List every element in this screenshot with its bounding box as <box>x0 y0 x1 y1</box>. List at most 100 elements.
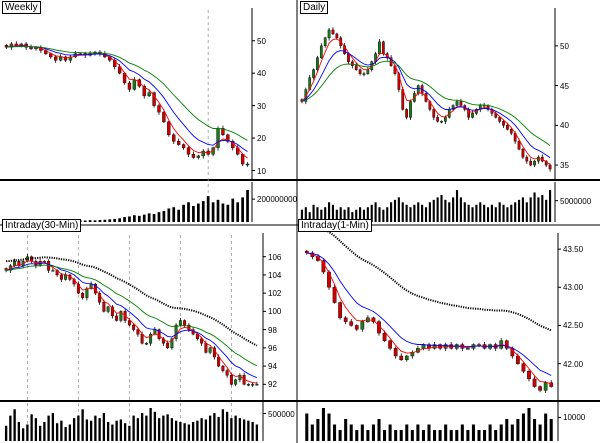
intraday1-candle <box>527 371 531 380</box>
daily-candle <box>416 85 420 94</box>
daily-volume-bar <box>525 202 528 222</box>
weekly-volume-bar <box>88 220 92 222</box>
daily-volume-bar <box>393 199 397 222</box>
intraday30-volume-bar <box>179 421 182 441</box>
weekly-volume-bar <box>221 203 225 222</box>
intraday30-volume-bar <box>94 415 97 441</box>
daily-volume-bar <box>510 204 513 222</box>
intraday30-volume-bar <box>136 418 140 441</box>
weekly-ma-short-line <box>6 44 248 159</box>
intraday30-candle <box>110 306 114 317</box>
daily-volume-bar <box>405 204 408 222</box>
daily-volume-bar <box>471 207 474 222</box>
intraday30-volume-bar <box>196 420 199 441</box>
intraday30-volume-bar <box>251 421 254 441</box>
weekly-volume-bar <box>98 220 102 222</box>
intraday30-volume-bar <box>51 413 55 441</box>
daily-volume-bar <box>502 204 505 222</box>
weekly-price-tick-label: 20 <box>257 134 266 144</box>
weekly-candle <box>226 134 230 142</box>
intraday1-candle <box>404 355 409 361</box>
weekly-volume-bar <box>157 212 161 222</box>
intraday1-candle <box>304 250 309 254</box>
daily-volume-bar <box>541 194 544 222</box>
weekly-volume-bar <box>246 190 249 222</box>
intraday1-volume-bar <box>371 424 375 441</box>
daily-volume-tick-label: 5000000 <box>560 196 592 206</box>
daily-volume-bar <box>339 207 342 222</box>
weekly-volume-bar <box>241 197 244 222</box>
weekly-volume-bar <box>93 220 97 222</box>
intraday30-price-tick-label: 106 <box>268 252 282 262</box>
intraday30-volume-bar <box>149 408 152 441</box>
weekly-volume-bar <box>103 219 107 222</box>
daily-candle <box>451 105 455 110</box>
intraday30-volume-bar <box>242 419 246 441</box>
intraday30-volume-bar <box>21 428 25 441</box>
intraday30-volume-bar <box>247 420 250 441</box>
intraday1-volume-bar <box>310 424 314 441</box>
weekly-volume-bar <box>231 198 235 222</box>
weekly-candle <box>113 59 117 67</box>
intraday30-volume-bar <box>200 418 203 441</box>
intraday30-ma-dotted-line <box>6 256 258 347</box>
weekly-volume-bar <box>133 215 136 222</box>
intraday30-candle <box>170 338 174 349</box>
daily-volume-bar <box>521 197 524 222</box>
intraday30-candle <box>115 315 119 321</box>
intraday30-volume-tick-label: 500000 <box>268 409 295 419</box>
weekly-volume-bar <box>162 210 166 222</box>
intraday30-candle <box>127 320 131 326</box>
intraday30-volume-bar <box>157 418 161 441</box>
intraday1-volume-bar <box>505 419 509 441</box>
intraday1-volume-bar <box>410 430 414 441</box>
daily-title: Daily <box>300 1 329 14</box>
weekly-price-tick-label: 50 <box>257 36 266 46</box>
intraday30-candle <box>246 384 250 386</box>
intraday30-volume-bar <box>72 418 76 441</box>
intraday30-volume-bar <box>238 418 242 441</box>
intraday30-volume-bar <box>166 414 169 441</box>
weekly-volume-bar <box>177 209 181 222</box>
intraday30-candle <box>234 379 238 385</box>
daily-volume-bar <box>432 199 435 222</box>
intraday30-volume-bar <box>119 419 123 441</box>
weekly-title: Weekly <box>2 1 41 14</box>
daily-volume-bar <box>494 207 497 222</box>
intraday30-volume-bar <box>170 418 174 441</box>
intraday1-candle <box>371 317 376 322</box>
intraday1-candle <box>399 355 404 361</box>
weekly-volume-bar <box>187 202 190 222</box>
daily-candle <box>436 117 439 122</box>
weekly-volume-bar <box>142 214 146 222</box>
daily-candle <box>509 129 513 134</box>
weekly-volume-bar <box>128 216 131 222</box>
intraday30-volume-bar <box>102 413 106 441</box>
daily-candle <box>335 33 339 39</box>
intraday1-volume-bar <box>499 424 503 441</box>
weekly-price-tick-label: 10 <box>257 166 266 176</box>
weekly-candle <box>142 85 146 97</box>
intraday30-volume-bar <box>85 419 89 441</box>
intraday30-volume-bar <box>60 420 63 441</box>
daily-candle <box>533 160 536 166</box>
daily-volume-bar <box>479 202 482 222</box>
intraday1-volume-bar <box>538 424 542 441</box>
daily-candle <box>312 69 315 78</box>
daily-volume-bar <box>320 209 323 222</box>
weekly-volume-bar <box>118 218 121 222</box>
daily-volume-bar <box>452 197 455 222</box>
intraday1-volume-bar <box>427 424 431 441</box>
intraday30-candle <box>13 261 17 266</box>
intraday30-candle <box>200 338 204 344</box>
daily-candle <box>537 156 540 162</box>
weekly-volume-bar <box>196 203 200 222</box>
daily-volume-bar <box>351 212 354 222</box>
weekly-volume-bar <box>147 213 151 222</box>
intraday1-volume-tick-label: 10000 <box>563 413 586 423</box>
daily-ma-mid-line <box>301 50 551 159</box>
intraday30-candle <box>178 320 182 326</box>
intraday1-candle <box>410 351 415 357</box>
intraday30-price-tick-label: 96 <box>268 343 277 353</box>
